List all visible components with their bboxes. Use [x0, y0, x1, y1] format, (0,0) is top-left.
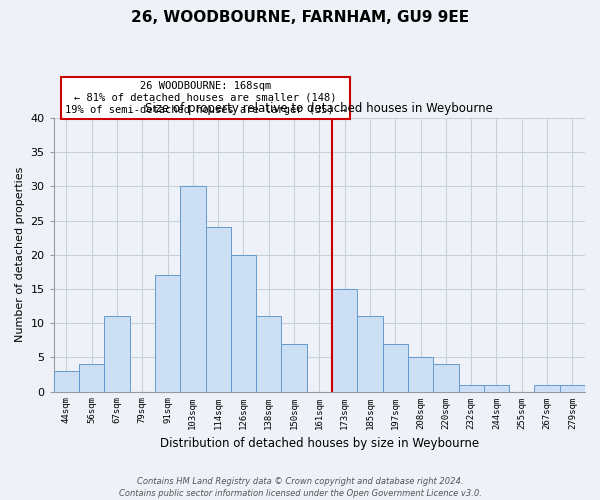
Bar [332, 289, 358, 392]
Bar [256, 316, 281, 392]
Bar [54, 371, 79, 392]
Text: 26, WOODBOURNE, FARNHAM, GU9 9EE: 26, WOODBOURNE, FARNHAM, GU9 9EE [131, 10, 469, 25]
Bar [281, 344, 307, 392]
Bar [560, 384, 585, 392]
Bar [458, 384, 484, 392]
Bar [104, 316, 130, 392]
Y-axis label: Number of detached properties: Number of detached properties [15, 167, 25, 342]
Bar [206, 228, 231, 392]
Bar [535, 384, 560, 392]
X-axis label: Distribution of detached houses by size in Weybourne: Distribution of detached houses by size … [160, 437, 479, 450]
Bar [408, 358, 433, 392]
Bar [383, 344, 408, 392]
Bar [358, 316, 383, 392]
Title: Size of property relative to detached houses in Weybourne: Size of property relative to detached ho… [145, 102, 493, 116]
Bar [79, 364, 104, 392]
Text: Contains HM Land Registry data © Crown copyright and database right 2024.
Contai: Contains HM Land Registry data © Crown c… [119, 476, 481, 498]
Bar [231, 255, 256, 392]
Bar [484, 384, 509, 392]
Bar [180, 186, 206, 392]
Bar [155, 276, 180, 392]
Bar [433, 364, 458, 392]
Text: 26 WOODBOURNE: 168sqm
← 81% of detached houses are smaller (148)
19% of semi-det: 26 WOODBOURNE: 168sqm ← 81% of detached … [65, 82, 346, 114]
